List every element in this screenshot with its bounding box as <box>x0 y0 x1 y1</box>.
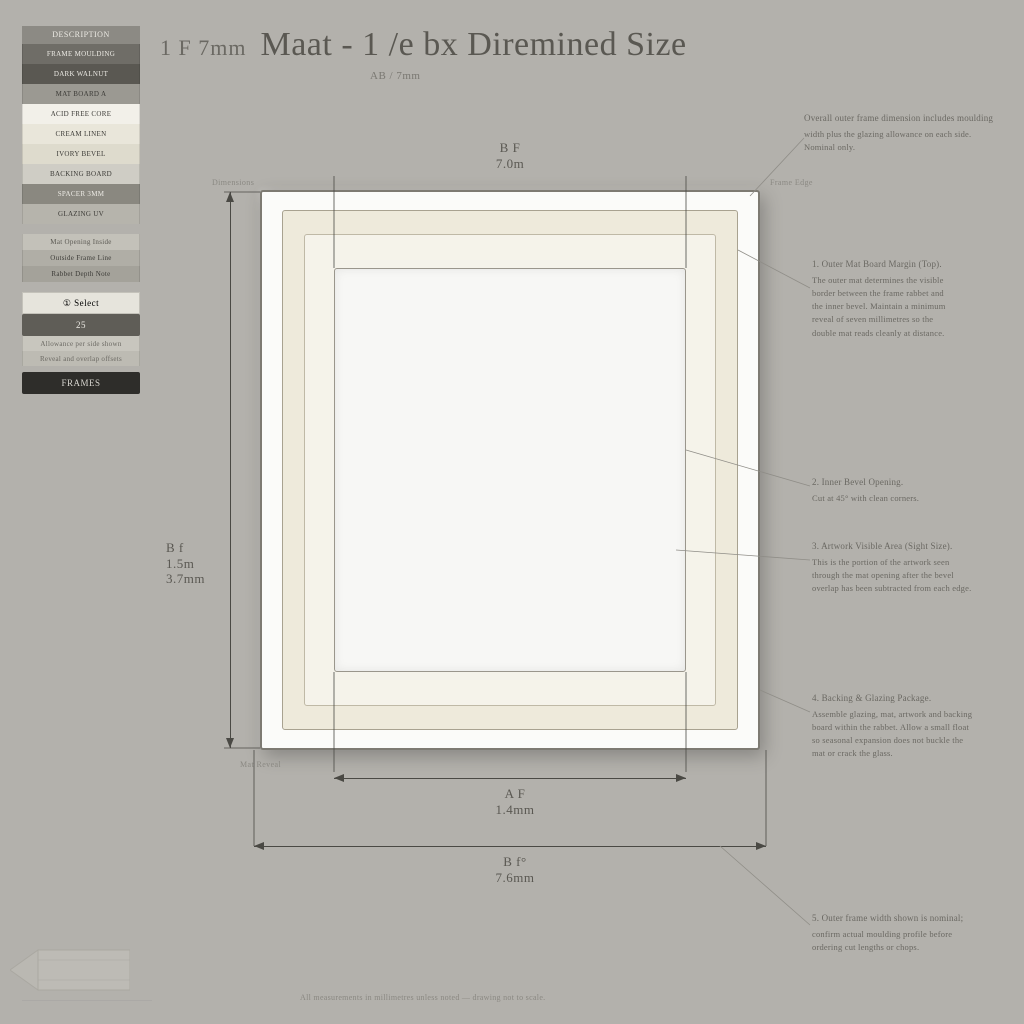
title-subtext: AB / 7mm <box>370 70 420 82</box>
dim-left-l1: B f <box>166 540 226 556</box>
dim-bo-l1: B f° <box>480 854 550 870</box>
label-mat-reveal: Mat Reveal <box>240 760 281 769</box>
palette-header: DESCRIPTION <box>22 26 140 44</box>
annot-a: 1. Outer Mat Board Margin (Top). The out… <box>812 258 1010 340</box>
palette-swatch[interactable]: SPACER 3MM <box>22 184 140 204</box>
palette-row: Mat Opening Inside <box>22 234 140 250</box>
frame-opening <box>334 268 686 672</box>
annot-top: Overall outer frame dimension includes m… <box>804 112 1004 154</box>
ruler-icon <box>22 1000 152 1016</box>
page-title: Maat - 1 /e bx Diremined Size <box>260 26 686 64</box>
dim-top-l1: B F <box>485 140 535 156</box>
palette-swatch[interactable]: BACKING BOARD <box>22 164 140 184</box>
dim-left-l2: 1.5m <box>166 556 226 572</box>
palette-swatch[interactable]: IVORY BEVEL <box>22 144 140 164</box>
annot-c: 3. Artwork Visible Area (Sight Size). Th… <box>812 540 1010 595</box>
dim-bo-l2: 7.6mm <box>480 870 550 886</box>
title-row: 1 F 7mm Maat - 1 /e bx Diremined Size <box>160 26 687 64</box>
title-prefix: 1 F 7mm <box>160 35 246 61</box>
palette-swatch[interactable]: CREAM LINEN <box>22 124 140 144</box>
canvas: 1 F 7mm Maat - 1 /e bx Diremined Size AB… <box>0 0 1024 1024</box>
label-frame-edge: Frame Edge <box>770 178 813 187</box>
palette-swatch[interactable]: ACID FREE CORE <box>22 104 140 124</box>
dim-bottom-outer-line <box>254 846 766 847</box>
material-palette: DESCRIPTION FRAME MOULDINGDARK WALNUTMAT… <box>22 26 140 394</box>
palette-frames-button[interactable]: FRAMES <box>22 372 140 394</box>
footnote-left: All measurements in millimetres unless n… <box>300 993 545 1002</box>
dim-bi-l2: 1.4mm <box>480 802 550 818</box>
dim-bottom-outer-label: B f° 7.6mm <box>480 854 550 885</box>
palette-swatch[interactable]: GLAZING UV <box>22 204 140 224</box>
dim-bi-l1: A F <box>480 786 550 802</box>
palette-row: Reveal and overlap offsets <box>22 351 140 366</box>
palette-select-label: ① Select <box>22 292 140 314</box>
palette-row: Rabbet Depth Note <box>22 266 140 282</box>
label-dimensions: Dimensions <box>212 178 254 187</box>
palette-swatch[interactable]: MAT BOARD A <box>22 84 140 104</box>
annot-d: 4. Backing & Glazing Package. Assemble g… <box>812 692 1010 761</box>
dim-top: B F 7.0m <box>485 140 535 171</box>
dim-top-l2: 7.0m <box>485 156 535 172</box>
dim-left-l3: 3.7mm <box>166 571 226 587</box>
palette-value-button[interactable]: 25 <box>22 314 140 336</box>
dim-left-label: B f 1.5m 3.7mm <box>166 540 226 587</box>
palette-swatch[interactable]: DARK WALNUT <box>22 64 140 84</box>
pencil-icon <box>10 944 130 996</box>
palette-swatch[interactable]: FRAME MOULDING <box>22 44 140 64</box>
annot-b: 2. Inner Bevel Opening. Cut at 45° with … <box>812 476 1010 505</box>
dim-bottom-inner-line <box>334 778 686 779</box>
dim-bottom-inner-label: A F 1.4mm <box>480 786 550 817</box>
annot-e: 5. Outer frame width shown is nominal; c… <box>812 912 1010 954</box>
dim-left-line <box>230 192 231 748</box>
frame-diagram <box>260 190 760 750</box>
palette-row: Allowance per side shown <box>22 336 140 351</box>
palette-row: Outside Frame Line <box>22 250 140 266</box>
